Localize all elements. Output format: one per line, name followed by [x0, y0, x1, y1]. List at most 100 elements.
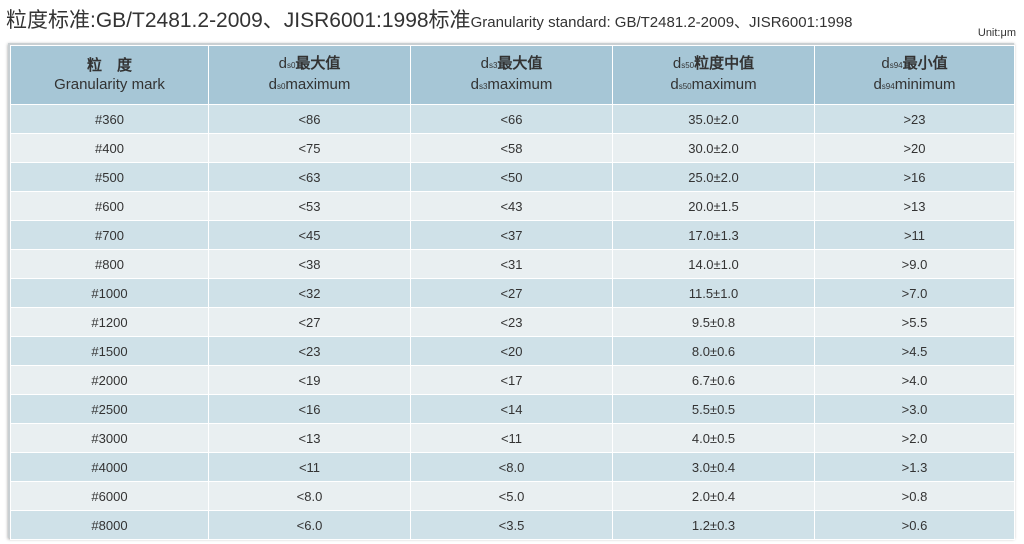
table-cell: #4000 — [10, 452, 209, 482]
column-header: ds50粒度中值 ds50maximum — [612, 45, 815, 105]
header-line-en: ds3maximum — [411, 75, 612, 96]
table-cell: #400 — [10, 133, 209, 163]
table-cell: >13 — [814, 191, 1015, 221]
table-cell: >1.3 — [814, 452, 1015, 482]
column-header: ds94最小值 ds94minimum — [814, 45, 1015, 105]
table-cell: <14 — [410, 394, 613, 424]
table-cell: <3.5 — [410, 510, 613, 540]
table-cell: >3.0 — [814, 394, 1015, 424]
subscript: s50 — [681, 61, 695, 70]
table-cell: 2.0±0.4 — [612, 481, 815, 511]
table-cell: #1200 — [10, 307, 209, 337]
subscript: s94 — [881, 82, 895, 91]
table-row: #4000 <11 <8.0 3.0±0.4 >1.3 — [10, 452, 1015, 482]
column-header: ds3最大值 ds3maximum — [410, 45, 613, 105]
table-cell: >20 — [814, 133, 1015, 163]
table-cell: <27 — [410, 278, 613, 308]
symbol: d — [480, 55, 489, 72]
title-en: Granularity standard: GB/T2481.2-2009、JI… — [470, 14, 853, 31]
table-row: #600 <53 <43 20.0±1.5 >13 — [10, 191, 1015, 221]
table-cell: #1500 — [10, 336, 209, 366]
table-cell: 3.0±0.4 — [612, 452, 815, 482]
header-line-cn: ds50粒度中值 — [613, 54, 814, 75]
label-en: Granularity mark — [54, 76, 165, 93]
header-line-cn: ds94最小值 — [815, 54, 1014, 75]
table-cell: <17 — [410, 365, 613, 395]
table-row: #8000 <6.0 <3.5 1.2±0.3 >0.6 — [10, 510, 1015, 540]
header-line-cn: 粒 度 — [11, 56, 208, 75]
table-cell: 30.0±2.0 — [612, 133, 815, 163]
column-header: ds0最大值 ds0maximum — [208, 45, 411, 105]
table-row: #2500 <16 <14 5.5±0.5 >3.0 — [10, 394, 1015, 424]
subscript: s3 — [478, 82, 488, 91]
table-cell: >0.8 — [814, 481, 1015, 511]
title: 粒度标准:GB/T2481.2-2009、JISR6001:1998标准Gran… — [6, 4, 852, 34]
title-cn: 粒度标准:GB/T2481.2-2009、JISR6001:1998标准 — [6, 9, 471, 32]
table-cell: 5.5±0.5 — [612, 394, 815, 424]
symbol: d — [470, 76, 479, 93]
table-row: #1500 <23 <20 8.0±0.6 >4.5 — [10, 336, 1015, 366]
table-cell: #500 — [10, 162, 209, 192]
header-line-en: ds0maximum — [209, 75, 410, 96]
table-row: #500 <63 <50 25.0±2.0 >16 — [10, 162, 1015, 192]
table-cell: <23 — [208, 336, 411, 366]
table-cell: 9.5±0.8 — [612, 307, 815, 337]
table-cell: <19 — [208, 365, 411, 395]
table-cell: 11.5±1.0 — [612, 278, 815, 308]
label-cn: 最大值 — [497, 55, 543, 72]
symbol: d — [268, 76, 277, 93]
table-cell: 1.2±0.3 — [612, 510, 815, 540]
symbol: d — [873, 76, 882, 93]
table-cell: #1000 — [10, 278, 209, 308]
table-cell: <43 — [410, 191, 613, 221]
table-cell: <75 — [208, 133, 411, 163]
subscript: s0 — [286, 61, 296, 70]
table-cell: <23 — [410, 307, 613, 337]
table-cell: >0.6 — [814, 510, 1015, 540]
table-cell: 8.0±0.6 — [612, 336, 815, 366]
table-body: #360 <86 <66 35.0±2.0 >23 #400 <75 <58 30.0±2.0 >… — [10, 104, 1015, 540]
table-cell: >7.0 — [814, 278, 1015, 308]
table-cell: 17.0±1.3 — [612, 220, 815, 250]
table-cell: <5.0 — [410, 481, 613, 511]
symbol: d — [278, 55, 287, 72]
table-cell: <8.0 — [208, 481, 411, 511]
table-row: #400 <75 <58 30.0±2.0 >20 — [10, 133, 1015, 163]
table-row: #360 <86 <66 35.0±2.0 >23 — [10, 104, 1015, 134]
table-cell: <86 — [208, 104, 411, 134]
table-cell: >2.0 — [814, 423, 1015, 453]
symbol: d — [881, 55, 890, 72]
table-row: #3000 <13 <11 4.0±0.5 >2.0 — [10, 423, 1015, 453]
table-cell: >4.0 — [814, 365, 1015, 395]
header-row: 粒 度 Granularity mark ds0最大值 ds0maximum ds3最大… — [10, 45, 1015, 105]
table-cell: <63 — [208, 162, 411, 192]
table-cell: #700 — [10, 220, 209, 250]
table-cell: <45 — [208, 220, 411, 250]
table-cell: #6000 — [10, 481, 209, 511]
label-cn: 最大值 — [295, 55, 341, 72]
header-line-en: ds94minimum — [815, 75, 1014, 96]
table-row: #800 <38 <31 14.0±1.0 >9.0 — [10, 249, 1015, 279]
table-cell: 4.0±0.5 — [612, 423, 815, 453]
table-cell: <31 — [410, 249, 613, 279]
table-cell: <11 — [410, 423, 613, 453]
table-cell: >11 — [814, 220, 1015, 250]
table-cell: #2500 — [10, 394, 209, 424]
header-line-en: ds50maximum — [613, 75, 814, 96]
table-cell: #800 — [10, 249, 209, 279]
label-en: maximum — [691, 76, 757, 93]
table-cell: #600 — [10, 191, 209, 221]
symbol: d — [672, 55, 682, 72]
table-cell: 20.0±1.5 — [612, 191, 815, 221]
table-cell: #3000 — [10, 423, 209, 453]
table-cell: 6.7±0.6 — [612, 365, 815, 395]
table-cell: <32 — [208, 278, 411, 308]
label-en: maximum — [487, 76, 553, 93]
table-cell: <66 — [410, 104, 613, 134]
table-row: #700 <45 <37 17.0±1.3 >11 — [10, 220, 1015, 250]
table-cell: <20 — [410, 336, 613, 366]
label-en: maximum — [285, 76, 351, 93]
table-cell: #2000 — [10, 365, 209, 395]
header-line-cn: ds0最大值 — [209, 54, 410, 75]
